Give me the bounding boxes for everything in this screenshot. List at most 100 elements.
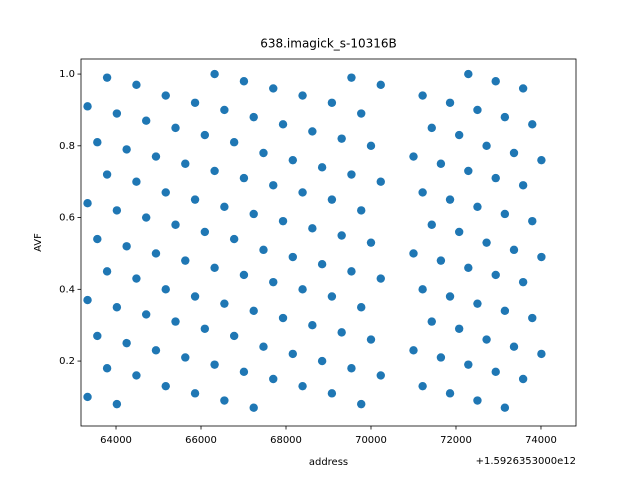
point	[409, 249, 418, 258]
point	[491, 367, 500, 377]
point	[220, 396, 229, 405]
point	[491, 173, 500, 183]
point	[518, 84, 528, 93]
point	[161, 381, 170, 391]
point	[473, 105, 482, 115]
point	[161, 285, 170, 294]
point	[102, 364, 112, 373]
point	[436, 353, 446, 362]
point	[141, 310, 151, 319]
point	[122, 338, 131, 348]
point	[259, 148, 268, 158]
point	[190, 292, 200, 301]
point	[327, 195, 337, 204]
point	[278, 313, 288, 323]
point	[278, 120, 288, 129]
point	[171, 220, 180, 229]
point	[366, 335, 376, 344]
point	[161, 188, 170, 197]
point	[464, 360, 473, 369]
point	[161, 91, 170, 100]
point	[190, 195, 200, 204]
point	[141, 116, 151, 125]
point	[464, 166, 473, 176]
point	[509, 245, 519, 255]
point	[409, 152, 418, 161]
plot-area	[83, 69, 546, 412]
point	[181, 159, 190, 168]
point	[190, 98, 200, 107]
point	[298, 381, 307, 391]
point	[93, 234, 102, 244]
point	[454, 130, 464, 140]
point	[132, 274, 141, 283]
point	[347, 267, 356, 276]
point	[482, 238, 491, 247]
point	[445, 292, 455, 301]
point	[288, 155, 298, 165]
point	[445, 195, 455, 204]
point	[418, 188, 427, 197]
point	[249, 403, 258, 412]
point	[151, 152, 161, 161]
point	[171, 317, 180, 326]
point	[317, 260, 327, 269]
point	[83, 199, 92, 208]
point	[112, 399, 122, 409]
point	[337, 328, 346, 337]
point	[473, 299, 482, 308]
point	[347, 170, 356, 179]
point	[327, 98, 337, 107]
point	[427, 317, 436, 326]
point	[518, 181, 528, 190]
point	[269, 84, 278, 93]
point	[317, 163, 327, 172]
y-tick-label: 0.6	[59, 213, 75, 224]
point	[509, 148, 519, 158]
y-tick-label: 0.8	[59, 141, 75, 152]
point	[482, 335, 491, 344]
point	[132, 371, 141, 380]
point	[366, 141, 376, 151]
axes-frame	[80, 58, 577, 427]
point	[418, 285, 427, 294]
point	[357, 109, 366, 118]
point	[220, 202, 229, 212]
point	[288, 349, 298, 359]
point	[366, 238, 376, 247]
point	[357, 303, 366, 312]
point	[418, 91, 427, 100]
point	[278, 216, 288, 226]
point	[229, 138, 239, 147]
point	[409, 346, 418, 355]
point	[200, 130, 210, 140]
point	[298, 188, 307, 197]
point	[317, 356, 327, 366]
point	[249, 112, 258, 122]
x-offset-label: +1.5926353000e12	[476, 456, 576, 467]
point	[518, 277, 528, 287]
point	[473, 202, 482, 212]
x-tick-label: 72000	[440, 435, 472, 446]
point	[259, 245, 268, 255]
point	[357, 399, 366, 409]
point	[298, 91, 307, 100]
x-tick-label: 74000	[525, 435, 557, 446]
point	[327, 292, 337, 301]
point	[269, 277, 278, 287]
point	[132, 177, 141, 186]
point	[200, 324, 210, 333]
x-axis-label: address	[309, 457, 348, 468]
point	[500, 403, 510, 412]
point	[347, 73, 356, 82]
point	[376, 177, 385, 186]
point	[210, 360, 219, 369]
point	[376, 371, 385, 380]
y-tick-label: 1.0	[59, 69, 75, 80]
point	[141, 213, 151, 222]
point	[427, 220, 436, 229]
point	[122, 145, 131, 154]
point	[171, 123, 180, 133]
point	[102, 267, 112, 276]
